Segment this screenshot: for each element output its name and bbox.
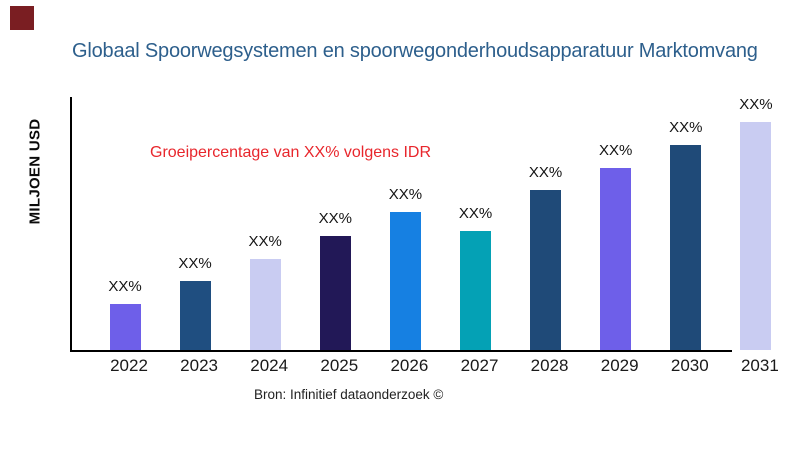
x-tick-label-2024: 2024 — [250, 356, 289, 375]
bar-2028 — [530, 190, 562, 350]
bar-2023 — [179, 281, 211, 350]
bar-2024 — [249, 259, 281, 350]
y-axis-label: MILJOEN USD — [26, 118, 44, 225]
x-tick-label-2027: 2027 — [460, 356, 499, 375]
bar-2026 — [389, 212, 421, 350]
source-attribution: Bron: Infinitief dataonderzoek © — [254, 387, 444, 402]
x-tick-label-2029: 2029 — [600, 356, 639, 375]
bar-value-label-2022: XX% — [108, 278, 142, 295]
x-tick-label-2030: 2030 — [670, 356, 709, 375]
x-tick-label-2031: 2031 — [740, 356, 779, 375]
bar-2031 — [740, 122, 772, 350]
bar-2027 — [460, 231, 491, 350]
bar-2025 — [319, 236, 351, 350]
bar-2022 — [109, 304, 141, 350]
bar-2029 — [600, 168, 632, 350]
x-tick-label-2028: 2028 — [530, 356, 569, 375]
brand-logo-mark — [10, 6, 34, 30]
bar-value-label-2029: XX% — [599, 142, 633, 159]
bar-value-label-2031: XX% — [739, 96, 773, 113]
bar-value-label-2023: XX% — [178, 255, 212, 272]
bar-value-label-2027: XX% — [458, 205, 493, 222]
bar-value-label-2030: XX% — [669, 119, 703, 136]
x-axis-line — [70, 350, 732, 352]
chart-title: Globaal Spoorwegsystemen en spoorwegonde… — [72, 40, 758, 62]
bar-value-label-2026: XX% — [388, 186, 423, 203]
bar-value-label-2028: XX% — [528, 164, 563, 181]
x-tick-label-2026: 2026 — [390, 356, 429, 375]
bar-2030 — [670, 145, 702, 350]
x-tick-label-2025: 2025 — [320, 356, 359, 375]
growth-rate-annotation: Groeipercentage van XX% volgens IDR — [150, 144, 432, 161]
bar-value-label-2024: XX% — [248, 233, 282, 250]
bar-value-label-2025: XX% — [318, 210, 352, 227]
y-axis-line — [70, 97, 72, 352]
x-tick-label-2022: 2022 — [110, 356, 148, 375]
x-tick-label-2023: 2023 — [180, 356, 218, 375]
